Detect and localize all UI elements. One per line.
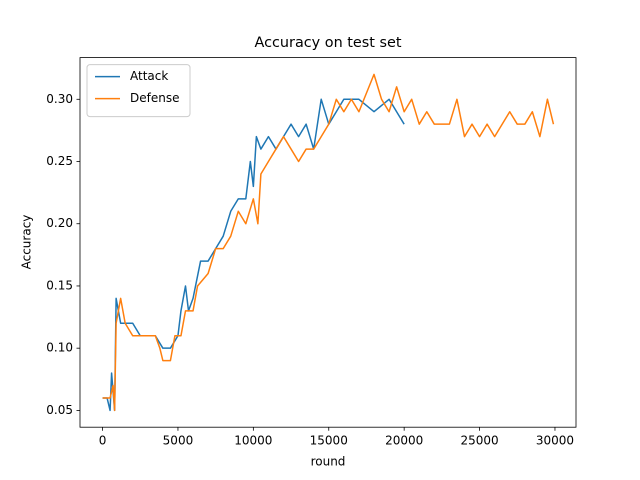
plot-frame	[79, 57, 577, 428]
x-tick-label: 30000	[536, 434, 574, 448]
y-axis-label: Accuracy	[20, 215, 34, 270]
x-tick-label: 20000	[385, 434, 423, 448]
y-tick-label: 0.25	[46, 154, 73, 168]
series-line	[102, 73, 555, 412]
chart-title: Accuracy on test set	[255, 35, 402, 51]
x-tick-label: 0	[99, 434, 107, 448]
y-tick-label: 0.05	[46, 403, 73, 417]
legend-label: Attack	[130, 69, 168, 83]
series-line	[102, 98, 405, 412]
x-tick-label: 10000	[234, 434, 272, 448]
x-tick-label: 25000	[460, 434, 498, 448]
x-axis-label: round	[311, 455, 346, 469]
y-tick-label: 0.10	[46, 341, 73, 355]
x-tick-label: 5000	[163, 434, 194, 448]
y-tick-label: 0.20	[46, 216, 73, 230]
x-tick-label: 15000	[310, 434, 348, 448]
legend-box	[86, 64, 191, 118]
y-tick-label: 0.30	[46, 92, 73, 106]
y-tick-label: 0.15	[46, 278, 73, 292]
legend-label: Defense	[130, 91, 179, 105]
